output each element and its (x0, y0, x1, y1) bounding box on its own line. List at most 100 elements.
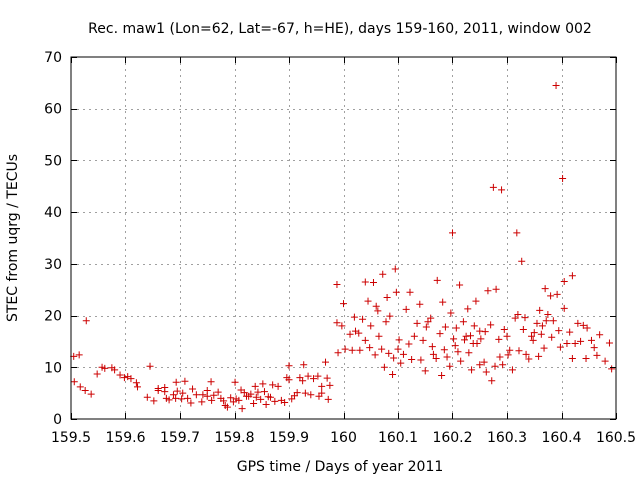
data-point (111, 366, 119, 374)
data-point (574, 319, 582, 327)
axis-ticks (71, 57, 617, 420)
data-point (285, 362, 293, 370)
data-point (503, 332, 511, 340)
data-point (392, 288, 400, 296)
data-point (466, 332, 474, 340)
data-point (449, 229, 456, 237)
data-point (192, 391, 200, 399)
data-point (76, 383, 84, 391)
data-point (266, 393, 274, 401)
data-point (326, 381, 334, 389)
x-tick-label: 159.5 (51, 430, 91, 446)
data-point (146, 362, 154, 370)
data-point (528, 332, 536, 340)
chart-title: Rec. maw1 (Lon=62, Lat=-67, h=HE), days … (88, 21, 592, 37)
y-tick-label: 50 (44, 153, 62, 169)
data-point (473, 339, 481, 347)
data-point (299, 377, 307, 385)
data-point (521, 314, 529, 322)
data-point (179, 389, 187, 397)
data-point (530, 329, 538, 337)
data-point (223, 403, 231, 411)
x-tick-labels: 159.5 159.6 159.7 159.8 159.9 160 160.1 160.2 16… (51, 430, 636, 446)
data-point (214, 388, 222, 396)
data-point (563, 339, 571, 347)
data-point (378, 345, 386, 353)
data-point (540, 344, 548, 352)
data-point (372, 302, 380, 310)
data-point (181, 377, 189, 385)
data-point (518, 257, 526, 265)
data-point (120, 374, 128, 382)
data-points (70, 81, 616, 413)
data-point (424, 318, 432, 326)
x-tick-label: 160.4 (541, 430, 581, 446)
data-point (489, 183, 497, 191)
y-tick-labels: 0 10 20 30 40 50 60 70 (44, 50, 62, 428)
data-point (451, 342, 459, 350)
y-tick-label: 30 (44, 257, 62, 273)
data-point (432, 354, 440, 362)
data-point (568, 354, 576, 362)
x-axis-label: GPS time / Days of year 2011 (237, 459, 444, 475)
grid-lines (71, 57, 616, 419)
data-point (322, 358, 330, 366)
data-point (406, 288, 414, 296)
x-tick-label: 160.1 (378, 430, 418, 446)
data-point (456, 281, 464, 289)
data-point (413, 319, 421, 327)
data-point (443, 353, 451, 361)
data-point (390, 354, 398, 362)
data-point (359, 315, 367, 323)
data-point (537, 330, 545, 338)
data-point (484, 287, 492, 295)
data-point (417, 356, 425, 364)
data-point (240, 389, 248, 397)
data-point (254, 388, 262, 396)
data-point (307, 391, 315, 399)
y-axis-label: STEC from uqrg / TECUs (5, 154, 21, 322)
data-point (361, 278, 369, 286)
data-point (169, 391, 177, 399)
data-point (465, 349, 473, 357)
data-point (356, 346, 364, 354)
data-point (259, 380, 267, 388)
data-point (333, 319, 341, 327)
data-point (433, 276, 441, 284)
data-point (525, 355, 533, 363)
data-point (385, 349, 393, 357)
data-point (459, 318, 467, 326)
data-point (492, 285, 500, 293)
data-point (428, 343, 436, 351)
data-point (371, 351, 379, 359)
data-point (500, 326, 508, 334)
data-point (262, 401, 270, 409)
x-tick-label: 160.5 (596, 430, 636, 446)
data-point (101, 364, 109, 372)
data-point (184, 394, 192, 402)
data-point (536, 306, 544, 314)
data-point (535, 352, 543, 360)
data-point (555, 327, 563, 335)
data-point (116, 371, 124, 379)
data-point (547, 292, 555, 300)
data-point (508, 366, 516, 374)
data-point (173, 387, 181, 395)
data-point (464, 305, 472, 313)
data-point (235, 396, 243, 404)
data-point (416, 300, 424, 308)
data-point (538, 322, 546, 330)
data-point (515, 347, 523, 355)
data-point (394, 345, 402, 353)
data-point (165, 396, 173, 404)
data-point (533, 319, 541, 327)
data-point (529, 336, 537, 344)
data-point (346, 330, 354, 338)
data-point (348, 346, 356, 354)
y-tick-label: 40 (44, 205, 62, 221)
data-point (447, 309, 455, 317)
data-point (333, 281, 341, 289)
data-point (300, 361, 308, 369)
data-point (590, 344, 598, 352)
data-point (247, 390, 255, 398)
